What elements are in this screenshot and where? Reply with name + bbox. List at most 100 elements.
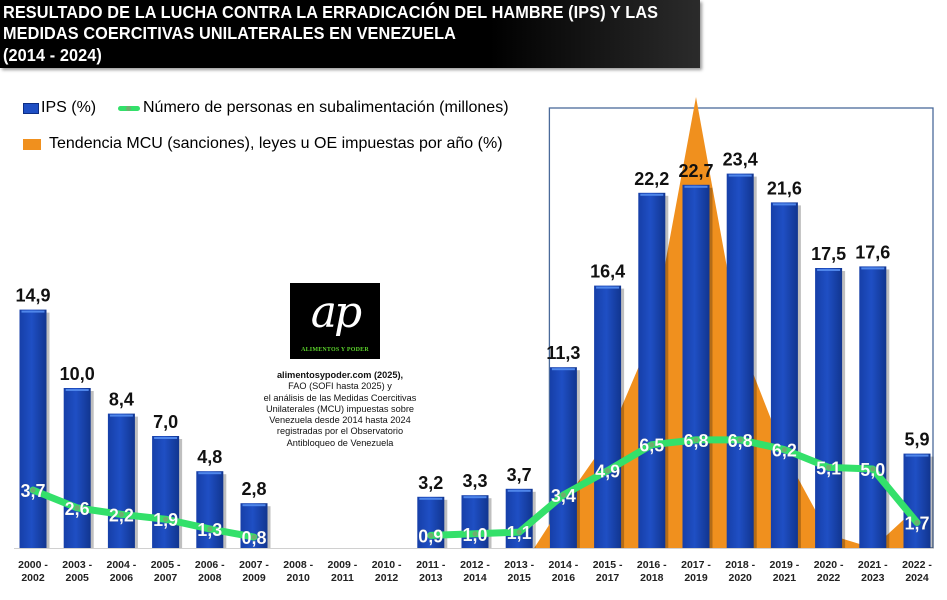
- bar-highlight: [905, 454, 929, 457]
- people-data-label: 5,1: [816, 458, 841, 478]
- people-data-label: 1,1: [507, 523, 532, 543]
- people-point: [649, 442, 655, 448]
- legend-item-people: Número de personas en subalimentación (m…: [118, 99, 509, 117]
- ips-data-label: 17,6: [855, 242, 890, 262]
- people-point: [118, 511, 124, 517]
- bar-highlight: [154, 437, 178, 439]
- x-tick-label: 2018 -: [725, 559, 755, 571]
- ips-bar: [726, 173, 754, 548]
- x-tick-label: 2024: [905, 572, 929, 584]
- ips-data-label: 8,4: [109, 390, 134, 410]
- mcu-trend-area: [534, 97, 917, 548]
- people-point: [693, 437, 699, 443]
- x-tick-label: 2005 -: [151, 559, 181, 571]
- ips-data-label: 16,4: [590, 262, 625, 282]
- people-point: [74, 505, 80, 511]
- ips-data-label: 22,7: [678, 161, 713, 181]
- x-tick-label: 2006 -: [195, 559, 225, 571]
- ips-bar: [417, 496, 445, 548]
- x-tick-label: 2012: [375, 572, 399, 584]
- ips-data-label: 5,9: [904, 430, 929, 450]
- x-tick-label: 2000 -: [18, 559, 48, 571]
- x-tick-label: 2006: [110, 572, 134, 584]
- x-tick-label: 2015 -: [593, 559, 623, 571]
- ips-bar: [903, 453, 931, 548]
- ips-data-label: 3,7: [507, 465, 532, 485]
- bar-highlight: [551, 368, 575, 371]
- legend-swatch-mcu: [23, 138, 41, 150]
- bar-highlight: [817, 269, 841, 271]
- x-tick-label: 2019 -: [770, 559, 800, 571]
- bar-highlight: [728, 174, 752, 177]
- ips-bar: [859, 266, 887, 548]
- ips-bar: [638, 192, 666, 549]
- logo-name: ALIMENTOS Y PODER: [301, 347, 369, 353]
- x-tick-label: 2015: [508, 572, 532, 584]
- ips-bar: [196, 471, 224, 548]
- people-point: [428, 532, 434, 539]
- people-data-label: 4,9: [595, 462, 620, 482]
- x-tick-label: 2009: [242, 572, 266, 584]
- people-point: [516, 529, 522, 535]
- ips-data-label: 2,8: [241, 479, 266, 499]
- legend-swatch-people: [118, 105, 140, 111]
- title-bar: RESULTADO DE LA LUCHA CONTRA LA ERRADICA…: [0, 0, 700, 68]
- people-data-label: 6,2: [772, 441, 797, 461]
- x-tick-label: 2011: [331, 572, 354, 584]
- people-data-label: 2,2: [109, 505, 134, 525]
- ips-data-label: 23,4: [723, 150, 758, 170]
- ips-data-label: 7,0: [153, 412, 178, 432]
- x-tick-label: 2022 -: [902, 559, 932, 571]
- legend-label-ips: IPS (%): [41, 99, 97, 116]
- credit-line: Unilaterales (MCU) impuestas sobre: [265, 403, 415, 414]
- x-tick-label: 2010: [287, 572, 311, 584]
- people-data-label: 1,7: [904, 513, 929, 533]
- x-tick-label: 2011 -: [416, 559, 446, 571]
- ips-data-label: 17,5: [811, 244, 846, 264]
- credit-line: Antibloqueo de Venezuela: [286, 437, 394, 448]
- x-tick-label: 2022: [817, 572, 841, 584]
- x-tick-label: 2003 -: [62, 559, 92, 571]
- x-tick-label: 2007 -: [239, 559, 269, 571]
- x-tick-label: 2008 -: [283, 559, 313, 571]
- people-data-label: 1,0: [462, 525, 487, 545]
- ips-bar: [549, 367, 577, 548]
- x-tick-label: 2013 -: [504, 559, 534, 571]
- people-point: [30, 487, 36, 493]
- x-tick-label: 2008: [198, 572, 222, 584]
- ips-bar: [107, 413, 135, 548]
- people-point: [781, 446, 788, 453]
- x-tick-label: 2010 -: [372, 559, 402, 571]
- bar-highlight: [65, 389, 89, 391]
- people-point: [251, 534, 257, 540]
- legend-item-mcu: Tendencia MCU (sanciones), leyes u OE im…: [23, 135, 503, 153]
- legend-label-people: Número de personas en subalimentación (m…: [143, 99, 509, 116]
- bar-highlight: [772, 203, 796, 206]
- legend-label-mcu: Tendencia MCU (sanciones), leyes u OE im…: [49, 135, 503, 152]
- bar-highlight: [640, 193, 664, 196]
- bar-highlight: [596, 286, 620, 289]
- x-tick-label: 2005: [66, 572, 90, 584]
- credit-line-1: alimentosypoder.com (2025),: [276, 370, 404, 380]
- credit-line: Venezuela desde 2014 hasta 2024: [269, 415, 411, 426]
- ips-bar: [594, 285, 622, 548]
- people-line: [29, 486, 258, 541]
- people-data-label: 1,9: [153, 510, 178, 530]
- ips-bar: [63, 388, 91, 548]
- bar-highlight: [419, 497, 443, 500]
- ips-data-label: 22,2: [634, 169, 669, 189]
- x-tick-label: 2023: [861, 572, 885, 584]
- x-tick-label: 2009 -: [328, 559, 358, 571]
- x-tick-label: 2012 -: [460, 559, 490, 571]
- credit-line: registradas por el Observatorio: [276, 426, 404, 437]
- x-tick-label: 2017: [596, 572, 620, 584]
- x-tick-label: 2014 -: [549, 559, 579, 571]
- ips-bar: [461, 495, 489, 548]
- x-tick-label: 2021 -: [858, 559, 888, 571]
- ips-data-label: 14,9: [15, 286, 50, 306]
- ips-data-label: 21,6: [767, 178, 802, 198]
- credit-line: FAO (SOFI hasta 2025) y: [288, 381, 392, 392]
- bar-highlight: [861, 267, 885, 270]
- x-tick-label: 2020: [729, 572, 753, 584]
